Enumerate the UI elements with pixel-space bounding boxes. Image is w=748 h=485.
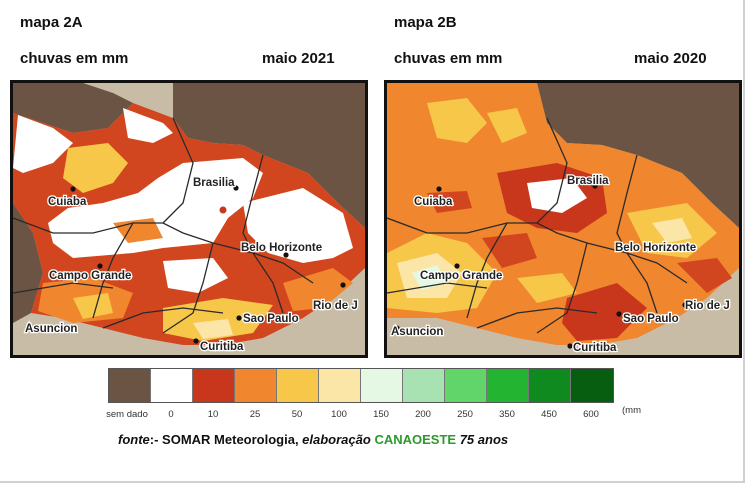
map-a-title: mapa 2A	[20, 14, 83, 31]
label-cuiaba: Cuiaba	[48, 196, 87, 208]
city-labels: Cuiaba Brasilia Belo Horizonte Campo Gra…	[390, 174, 731, 355]
legend-label-7: 200	[415, 409, 431, 420]
source-org: CANAOESTE	[374, 432, 457, 447]
legend-swatch-5	[319, 369, 361, 402]
source-part1: :- SOMAR Meteorologia,	[149, 432, 303, 447]
legend-swatch-4	[277, 369, 319, 402]
legend-label-11: 600	[583, 409, 599, 420]
label-curitiba: Curitiba	[200, 341, 244, 353]
rain-10-patch-2	[562, 283, 647, 341]
map-a: Cuiaba Brasilia Belo Horizonte Campo Gra…	[10, 80, 368, 358]
legend-label-5: 100	[331, 409, 347, 420]
map-b-subtitle: chuvas em mm	[394, 50, 503, 67]
rain-100-patch-1	[193, 319, 233, 339]
zero-rain-patch-5	[163, 258, 228, 293]
legend-label-4: 50	[291, 409, 303, 420]
label-campo-grande: Campo Grande	[49, 270, 131, 282]
rain-50-patch-2	[427, 98, 487, 143]
legend-swatch-10	[529, 369, 571, 402]
legend-swatch-6	[361, 369, 403, 402]
state-borders	[387, 117, 688, 334]
legend-swatch-0	[109, 369, 151, 402]
color-legend	[108, 368, 614, 403]
rain-25-patch-2	[283, 268, 353, 311]
no-data-region-nw	[13, 83, 133, 133]
zero-rain-patch-1	[527, 178, 587, 213]
label-curitiba: Curitiba	[573, 342, 617, 354]
legend-label-9: 350	[499, 409, 515, 420]
map-a-date: maio 2021	[262, 50, 335, 67]
rain-150-patch-1	[412, 265, 447, 290]
source-prefix: fonte	[118, 432, 150, 447]
legend-swatch-7	[403, 369, 445, 402]
city-dots	[394, 183, 688, 349]
label-sao-paulo: Sao Paulo	[623, 313, 679, 325]
source-part2: elaboração	[302, 432, 371, 447]
map-a-canvas: Cuiaba Brasilia Belo Horizonte Campo Gra…	[13, 83, 365, 355]
legend-label-10: 450	[541, 409, 557, 420]
legend-swatch-11	[571, 369, 613, 402]
label-rio-de-janeiro: Rio de J	[313, 300, 358, 312]
city-labels: Cuiaba Brasilia Belo Horizonte Campo Gra…	[24, 176, 359, 355]
legend-swatch-3	[235, 369, 277, 402]
label-sao-paulo: Sao Paulo	[243, 313, 299, 325]
legend-swatch-8	[445, 369, 487, 402]
no-data-region-west	[13, 203, 43, 323]
source-suffix: 75 anos	[459, 432, 509, 447]
label-brasilia: Brasilia	[567, 175, 609, 187]
map-b-canvas: Cuiaba Brasilia Belo Horizonte Campo Gra…	[387, 83, 739, 355]
zero-rain-patch-2	[123, 108, 173, 143]
legend-unit: (mm	[622, 405, 641, 416]
zero-rain-patch-3	[48, 158, 263, 258]
label-campo-grande: Campo Grande	[420, 270, 502, 282]
legend-swatch-9	[487, 369, 529, 402]
rain-10-patch-4	[677, 258, 732, 293]
map-b: Cuiaba Brasilia Belo Horizonte Campo Gra…	[384, 80, 742, 358]
map-b-title: mapa 2B	[394, 14, 457, 31]
label-asuncion: Asuncion	[25, 323, 77, 335]
rain-10-patch-5	[427, 191, 472, 213]
label-brasilia: Brasilia	[193, 177, 235, 189]
rain-50-patch-1	[63, 143, 128, 193]
label-belo-horizonte: Belo Horizonte	[241, 242, 322, 254]
legend-label-6: 150	[373, 409, 389, 420]
state-borders	[13, 117, 314, 334]
source-caption: fonte:- SOMAR Meteorologia, elaboração C…	[118, 432, 508, 447]
legend-label-3: 25	[249, 409, 261, 420]
label-belo-horizonte: Belo Horizonte	[615, 242, 696, 254]
map-b-date: maio 2020	[634, 50, 707, 67]
map-a-subtitle: chuvas em mm	[20, 50, 129, 67]
legend-label-1: 0	[168, 409, 174, 420]
rain-50-patch-5	[517, 273, 577, 303]
zero-rain-patch-4	[243, 188, 353, 263]
legend-label-2: 10	[207, 409, 219, 420]
legend-label-8: 250	[457, 409, 473, 420]
legend-swatch-2	[193, 369, 235, 402]
rain-100-patch-2	[652, 218, 692, 243]
zero-rain-patch-1	[13, 115, 73, 173]
no-data-region	[537, 83, 739, 228]
city-dots	[25, 185, 346, 344]
no-data-region	[173, 83, 365, 228]
rain-50-patch-3	[487, 108, 527, 143]
legend-label-0: sem dado	[106, 409, 148, 420]
label-asuncion: Asuncion	[391, 326, 443, 338]
legend-swatch-1	[151, 369, 193, 402]
label-cuiaba: Cuiaba	[414, 196, 453, 208]
label-rio-de-janeiro: Rio de J	[685, 300, 730, 312]
rain-50-patch-2	[73, 293, 113, 319]
legend-labels: sem dado 0 10 25 50 100 150 200 250 350 450 600	[0, 409, 748, 423]
